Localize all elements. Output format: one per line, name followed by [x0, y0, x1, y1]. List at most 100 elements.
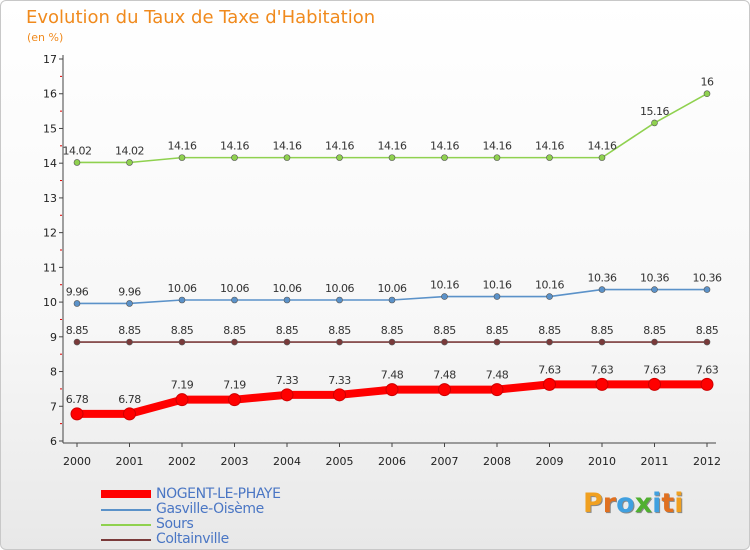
- chart-subtitle: (en %): [27, 31, 64, 44]
- data-point: [598, 286, 606, 293]
- data-label: 8.85: [118, 324, 141, 337]
- legend-label-nogent: NOGENT-LE-PHAYE: [156, 486, 281, 502]
- data-point: [493, 293, 501, 300]
- data-label: 7.19: [171, 379, 194, 392]
- x-tick-label: 2000: [63, 455, 91, 468]
- data-point: [703, 338, 711, 346]
- data-point: [598, 154, 606, 161]
- data-point: [283, 296, 291, 304]
- data-point: [333, 388, 346, 402]
- data-label: 14.02: [63, 144, 92, 157]
- logo-letter: x: [634, 488, 653, 519]
- data-label: 6.78: [66, 393, 89, 406]
- legend-label-coltainville: Coltainville: [156, 531, 229, 547]
- data-point: [178, 338, 186, 346]
- y-tick-label: 9: [50, 331, 57, 344]
- data-label: 8.85: [433, 324, 456, 337]
- x-tick-label: 2001: [116, 455, 144, 468]
- data-point: [546, 338, 553, 346]
- data-label: 14.16: [588, 140, 617, 153]
- logo-letter: o: [616, 488, 635, 519]
- y-tick-label: 6: [50, 435, 57, 448]
- logo-letter: P: [583, 488, 603, 519]
- data-label: 8.85: [223, 324, 246, 337]
- data-label: 8.85: [328, 324, 351, 337]
- data-label: 10.06: [273, 282, 302, 295]
- data-point: [493, 154, 501, 161]
- data-label: 14.16: [325, 140, 354, 153]
- logo-letter: i: [674, 488, 684, 519]
- data-point: [228, 393, 241, 407]
- data-label: 7.33: [328, 374, 351, 387]
- legend-item-gasville: Gasville-Oisème: [101, 502, 361, 517]
- data-label: 9.96: [66, 285, 89, 298]
- data-point: [441, 154, 448, 161]
- data-point: [388, 338, 396, 346]
- data-point: [598, 338, 606, 346]
- x-tick-label: 2009: [536, 455, 564, 468]
- data-label: 7.63: [538, 363, 561, 376]
- data-label: 8.85: [66, 324, 89, 337]
- data-label: 9.96: [118, 285, 141, 298]
- logo-letter: i: [652, 488, 662, 519]
- data-point: [231, 338, 238, 346]
- x-tick-label: 2003: [221, 455, 249, 468]
- data-label: 8.85: [486, 324, 509, 337]
- logo-letter: t: [661, 488, 675, 519]
- x-tick-label: 2010: [588, 455, 616, 468]
- x-tick-label: 2005: [326, 455, 354, 468]
- data-point: [651, 119, 658, 127]
- x-tick-label: 2002: [168, 455, 196, 468]
- chart-title: Evolution du Taux de Taxe d'Habitation: [26, 7, 376, 28]
- data-label: 14.16: [220, 140, 249, 153]
- data-label: 14.16: [273, 140, 302, 153]
- data-point: [493, 338, 501, 346]
- data-point: [73, 159, 81, 166]
- data-label: 7.63: [643, 363, 666, 376]
- data-point: [126, 300, 133, 307]
- x-tick-label: 2006: [378, 455, 406, 468]
- data-label: 7.19: [223, 379, 246, 392]
- data-point: [546, 154, 553, 161]
- data-label: 7.63: [591, 363, 614, 376]
- data-label: 14.02: [115, 144, 144, 157]
- data-point: [490, 383, 504, 397]
- data-label: 8.85: [171, 324, 194, 337]
- data-label: 10.16: [483, 279, 512, 292]
- data-point: [73, 300, 81, 307]
- x-tick-label: 2004: [273, 455, 301, 468]
- y-tick-label: 11: [43, 261, 57, 274]
- data-label: 10.06: [378, 282, 407, 295]
- y-tick-label: 8: [50, 366, 57, 379]
- legend-item-nogent: NOGENT-LE-PHAYE: [101, 487, 361, 502]
- data-point: [651, 286, 658, 293]
- data-label: 14.16: [535, 140, 564, 153]
- data-label: 8.85: [276, 324, 299, 337]
- legend-swatch-gasville: [101, 509, 151, 511]
- data-label: 14.16: [483, 140, 512, 153]
- data-label: 6.78: [118, 393, 141, 406]
- data-point: [283, 338, 291, 346]
- data-point: [280, 388, 294, 402]
- x-tick-label: 2011: [641, 455, 669, 468]
- data-point: [595, 377, 609, 391]
- x-tick-label: 2007: [431, 455, 459, 468]
- data-point: [70, 407, 84, 421]
- x-tick-label: 2012: [693, 455, 721, 468]
- data-label: 10.36: [693, 272, 722, 285]
- legend-label-sours: Sours: [156, 516, 194, 532]
- data-label: 10.16: [430, 279, 459, 292]
- legend-item-coltainville: Coltainville: [101, 532, 361, 547]
- data-point: [703, 286, 711, 293]
- data-label: 10.16: [535, 279, 564, 292]
- data-label: 14.16: [430, 140, 459, 153]
- y-tick-label: 12: [43, 227, 57, 240]
- data-point: [703, 90, 711, 98]
- data-point: [126, 159, 133, 166]
- data-point: [231, 296, 238, 304]
- data-point: [123, 407, 136, 421]
- data-point: [73, 338, 81, 346]
- data-point: [336, 296, 343, 304]
